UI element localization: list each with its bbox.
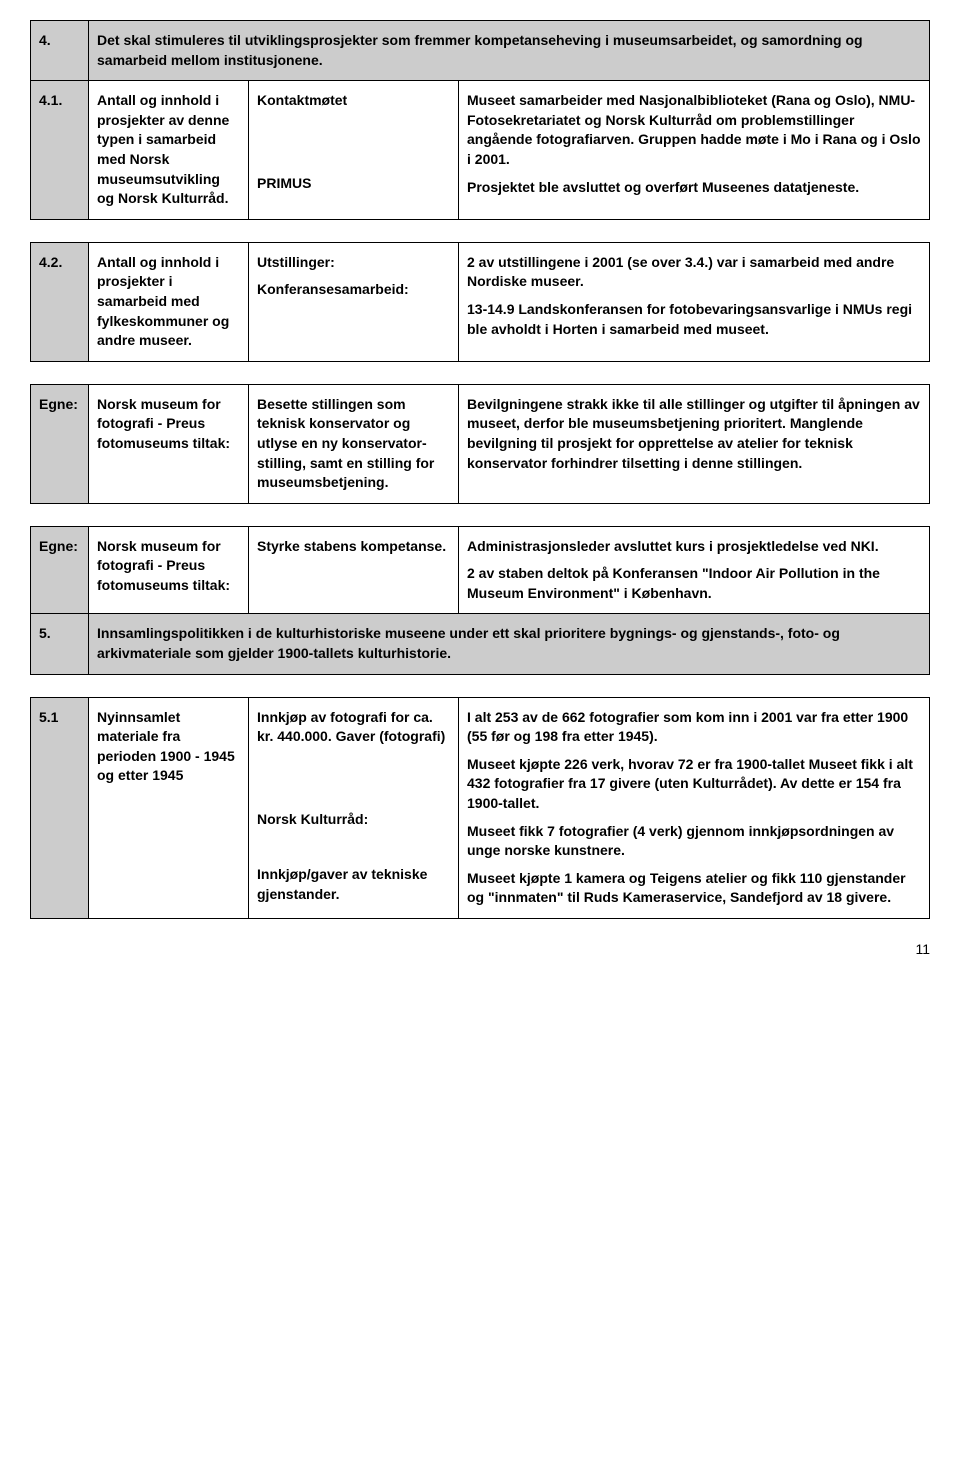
row-subject: Antall og innhold i prosjekter av denne …: [89, 81, 249, 220]
row-number: Egne:: [31, 526, 89, 614]
result-line: 13-14.9 Landskonferansen for fotobevarin…: [467, 300, 921, 339]
row-subject: Norsk museum for fotografi - Preus fotom…: [89, 384, 249, 503]
result-line: Museet kjøpte 226 verk, hvorav 72 er fra…: [467, 755, 921, 814]
result-line: Prosjektet ble avsluttet og overført Mus…: [467, 178, 921, 198]
result-line: Administrasjonsleder avsluttet kurs i pr…: [467, 537, 921, 557]
measure-line: Styrke stabens kompetanse.: [257, 537, 450, 557]
row-measure: Styrke stabens kompetanse.: [249, 526, 459, 614]
data-table: 4.2.Antall og innhold i prosjekter i sam…: [30, 242, 930, 362]
row-result: Bevilgningene strakk ikke til alle still…: [459, 384, 930, 503]
row-measure: Kontaktmøtet PRIMUS: [249, 81, 459, 220]
result-line: Museet samarbeider med Nasjonalbibliotek…: [467, 91, 921, 169]
data-table: 5.1Nyinnsamlet materiale fra perioden 19…: [30, 697, 930, 919]
measure-line: [257, 146, 450, 166]
table-row: Egne:Norsk museum for fotografi - Preus …: [31, 384, 930, 503]
measure-line: Utstillinger:: [257, 253, 450, 273]
row-number: 5.: [31, 614, 89, 674]
measure-line: [257, 838, 450, 858]
measure-line: PRIMUS: [257, 174, 450, 194]
section-header: Det skal stimuleres til utviklingsprosje…: [89, 21, 930, 81]
result-line: Bevilgningene strakk ikke til alle still…: [467, 395, 921, 473]
section-header: Innsamlingspolitikken i de kulturhistori…: [89, 614, 930, 674]
table-row: Egne:Norsk museum for fotografi - Preus …: [31, 526, 930, 614]
row-result: I alt 253 av de 662 fotografier som kom …: [459, 697, 930, 918]
row-result: 2 av utstillingene i 2001 (se over 3.4.)…: [459, 242, 930, 361]
measure-line: [257, 119, 450, 139]
measure-line: Innkjøp/gaver av tekniske gjenstander.: [257, 865, 450, 904]
table-row: 5.1Nyinnsamlet materiale fra perioden 19…: [31, 697, 930, 918]
row-number: 4.2.: [31, 242, 89, 361]
data-table: Egne:Norsk museum for fotografi - Preus …: [30, 384, 930, 504]
measure-line: [257, 755, 450, 775]
measure-line: [257, 782, 450, 802]
row-number: 4.1.: [31, 81, 89, 220]
row-measure: Innkjøp av fotografi for ca. kr. 440.000…: [249, 697, 459, 918]
result-line: I alt 253 av de 662 fotografier som kom …: [467, 708, 921, 747]
result-line: Museet fikk 7 fotografier (4 verk) gjenn…: [467, 822, 921, 861]
row-subject: Antall og innhold i prosjekter i samarbe…: [89, 242, 249, 361]
table-row: 5.Innsamlingspolitikken i de kulturhisto…: [31, 614, 930, 674]
measure-line: Konferansesamarbeid:: [257, 280, 450, 300]
table-row: 4.2.Antall og innhold i prosjekter i sam…: [31, 242, 930, 361]
row-result: Administrasjonsleder avsluttet kurs i pr…: [459, 526, 930, 614]
tables-container: 4.Det skal stimuleres til utviklingspros…: [30, 20, 930, 919]
page-number: 11: [30, 941, 930, 957]
row-subject: Norsk museum for fotografi - Preus fotom…: [89, 526, 249, 614]
result-line: 2 av staben deltok på Konferansen "Indoo…: [467, 564, 921, 603]
row-number: 5.1: [31, 697, 89, 918]
row-result: Museet samarbeider med Nasjonalbibliotek…: [459, 81, 930, 220]
table-row: 4.1.Antall og innhold i prosjekter av de…: [31, 81, 930, 220]
row-subject: Nyinnsamlet materiale fra perioden 1900 …: [89, 697, 249, 918]
data-table: 4.Det skal stimuleres til utviklingspros…: [30, 20, 930, 220]
measure-line: Innkjøp av fotografi for ca. kr. 440.000…: [257, 708, 450, 747]
measure-line: Norsk Kulturråd:: [257, 810, 450, 830]
row-measure: Besette stillingen som teknisk konservat…: [249, 384, 459, 503]
row-measure: Utstillinger: Konferansesamarbeid:: [249, 242, 459, 361]
measure-line: Kontaktmøtet: [257, 91, 450, 111]
result-line: Museet kjøpte 1 kamera og Teigens atelie…: [467, 869, 921, 908]
row-number: Egne:: [31, 384, 89, 503]
row-number: 4.: [31, 21, 89, 81]
table-row: 4.Det skal stimuleres til utviklingspros…: [31, 21, 930, 81]
data-table: Egne:Norsk museum for fotografi - Preus …: [30, 526, 930, 675]
result-line: 2 av utstillingene i 2001 (se over 3.4.)…: [467, 253, 921, 292]
measure-line: Besette stillingen som teknisk konservat…: [257, 395, 450, 493]
